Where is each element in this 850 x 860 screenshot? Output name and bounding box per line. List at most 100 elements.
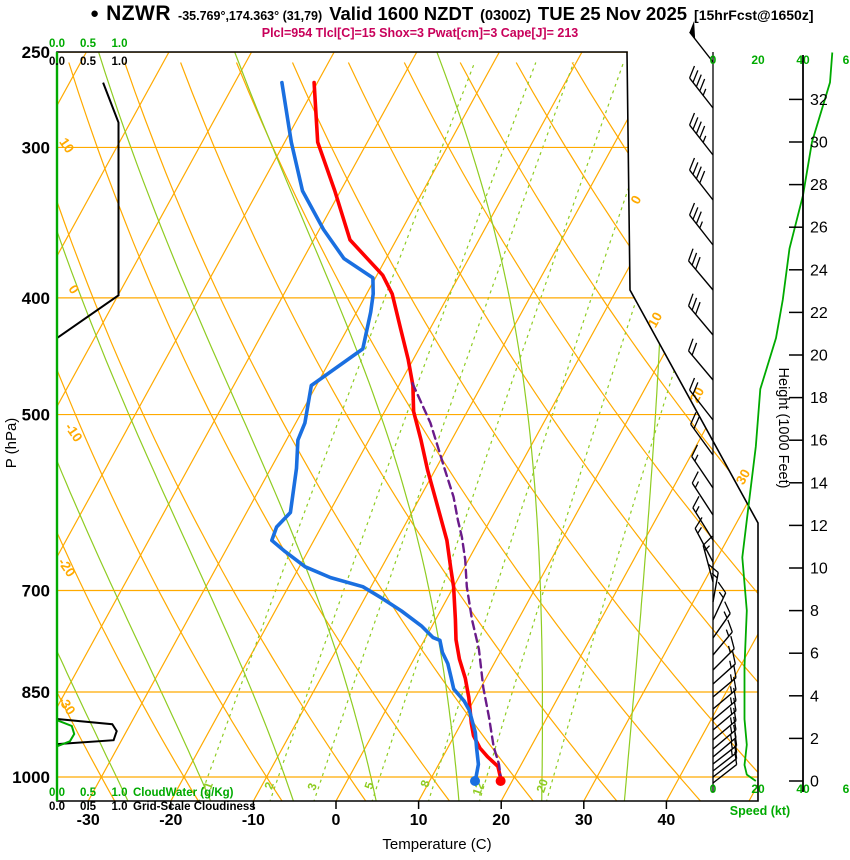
dewpoint-curve xyxy=(269,80,481,782)
cloud-scale-tick-label: 0.0 xyxy=(49,56,65,68)
mixing-ratio-label: 5 xyxy=(362,780,378,791)
temperature-axis-label: Temperature (C) xyxy=(382,836,491,853)
isotherm-line xyxy=(500,52,758,801)
height-tick-label: 28 xyxy=(810,177,828,194)
height-tick-label: 30 xyxy=(810,135,828,152)
valid-time: Valid 1600 NZDT xyxy=(329,3,474,24)
speed-tick-label: 20 xyxy=(751,53,765,67)
isotherm-line xyxy=(252,52,666,801)
cloudiness-axis-label: Grid-Scale Cloudiness xyxy=(133,801,256,813)
chart-title: ● NZWR -35.769°,174.363° (31,79) Valid 1… xyxy=(90,2,814,26)
cloud-scale-tick-label: 1.0 xyxy=(112,56,128,68)
height-axis-label: Height (1000 Feet) xyxy=(775,368,791,489)
isotherm-label: 10 xyxy=(645,310,665,330)
moist-adiabat-line xyxy=(57,52,212,801)
cloud-scale-tick-label: 1.0 xyxy=(112,787,128,799)
temp-tick-label: 20 xyxy=(492,812,510,829)
pressure-tick-label: 1000 xyxy=(12,768,50,787)
speed-tick-label: 0 xyxy=(710,782,717,796)
wind-speed-curve xyxy=(741,52,834,782)
dry-adiabat-line xyxy=(180,62,619,801)
mixing-ratio-label: 1 xyxy=(201,780,217,791)
temp-tick-label: 40 xyxy=(658,812,676,829)
pressure-tick-label: 400 xyxy=(22,289,50,308)
speed-axis-label: Speed (kt) xyxy=(730,804,790,818)
wind-barbs xyxy=(687,20,738,784)
height-tick-label: 26 xyxy=(810,220,828,237)
mixing-ratio-line xyxy=(545,62,758,801)
isotherm-label: 20 xyxy=(687,385,707,405)
station-bullet-icon: ● xyxy=(90,5,100,22)
surface-dewpoint-dot xyxy=(470,776,481,786)
height-tick-label: 18 xyxy=(810,390,828,407)
height-tick-label: 16 xyxy=(810,433,828,450)
isotherm-label: 0 xyxy=(628,193,645,207)
height-tick-label: 4 xyxy=(810,688,819,705)
mixing-ratio-label: 8 xyxy=(418,778,434,789)
height-tick-label: 32 xyxy=(810,92,828,109)
valid-date: TUE 25 Nov 2025 xyxy=(537,3,688,24)
cloud-scale-tick-label: 0.0 xyxy=(49,38,65,50)
height-tick-label: 10 xyxy=(810,561,828,578)
dry-adiabat-label: 0 xyxy=(65,282,82,297)
cloudiness-profile-lower xyxy=(56,718,118,746)
cloud-scale-tick-label: 0.5 xyxy=(80,801,97,813)
height-tick-label: 0 xyxy=(810,774,819,791)
isotherm-label: 30 xyxy=(733,467,753,487)
dry-adiabat-line xyxy=(57,62,284,801)
speed-tick-label: 6 xyxy=(843,782,850,796)
pressure-tick-label: 250 xyxy=(22,43,50,62)
cloudiness-profile-upper xyxy=(56,82,120,339)
height-tick-label: 22 xyxy=(810,305,828,322)
isotherm-line xyxy=(583,52,758,801)
pressure-tick-label: 500 xyxy=(22,406,50,425)
dry-adiabat-line xyxy=(124,62,535,801)
temp-tick-label: -20 xyxy=(159,812,182,829)
height-tick-label: 20 xyxy=(810,348,828,365)
station-coordinates: -35.769°,174.363° (31,79) xyxy=(178,9,323,23)
moist-adiabat-line xyxy=(57,52,130,801)
isotherm-line xyxy=(57,52,418,801)
temp-tick-label: -30 xyxy=(77,812,100,829)
cloud-scale-tick-label: 1.0 xyxy=(112,38,128,50)
mixing-ratio-line xyxy=(197,62,476,801)
dry-adiabat-line xyxy=(403,62,758,801)
height-tick-label: 6 xyxy=(810,646,819,663)
isotherm-line xyxy=(170,52,583,801)
dry-adiabat-label: -30 xyxy=(55,693,78,718)
dry-adiabat-label: 10 xyxy=(56,135,77,156)
height-tick-label: 24 xyxy=(810,262,828,279)
speed-tick-label: 0 xyxy=(710,53,717,67)
isotherm-line xyxy=(57,52,253,801)
height-tick-label: 14 xyxy=(810,475,828,492)
pressure-axis-label: P (hPa) xyxy=(3,418,20,469)
pressure-tick-label: 700 xyxy=(22,581,50,600)
parcel-ascent-curve xyxy=(411,382,503,782)
temp-tick-label: -10 xyxy=(242,812,265,829)
pressure-tick-label: 850 xyxy=(22,683,50,702)
isotherm-line xyxy=(57,52,170,801)
temp-tick-label: 10 xyxy=(410,812,428,829)
cloud-scale-tick-label: 0.5 xyxy=(80,56,97,68)
cloud-water-profile xyxy=(56,719,76,748)
mixing-ratio-line xyxy=(371,62,625,801)
height-tick-label: 8 xyxy=(810,603,819,620)
height-tick-label: 2 xyxy=(810,731,819,748)
speed-tick-label: 20 xyxy=(751,782,765,796)
isotherm-line xyxy=(748,52,758,801)
mixing-ratio-line xyxy=(268,62,537,801)
valid-time-utc: (0300Z) xyxy=(480,8,531,24)
mixing-ratio-label: 2 xyxy=(262,780,278,791)
dry-adiabat-line xyxy=(459,62,758,801)
cloudwater-axis-label: CloudWater (g/Kg) xyxy=(133,787,234,799)
dry-adiabat-line xyxy=(57,62,368,801)
mixing-ratio-label: 3 xyxy=(305,781,321,792)
surface-temperature-dot xyxy=(495,776,506,786)
temp-tick-label: 0 xyxy=(332,812,341,829)
dry-adiabat-line xyxy=(235,62,703,801)
pressure-tick-label: 300 xyxy=(22,138,50,157)
moist-adiabat-line xyxy=(98,52,378,801)
isotherm-line xyxy=(665,52,758,801)
